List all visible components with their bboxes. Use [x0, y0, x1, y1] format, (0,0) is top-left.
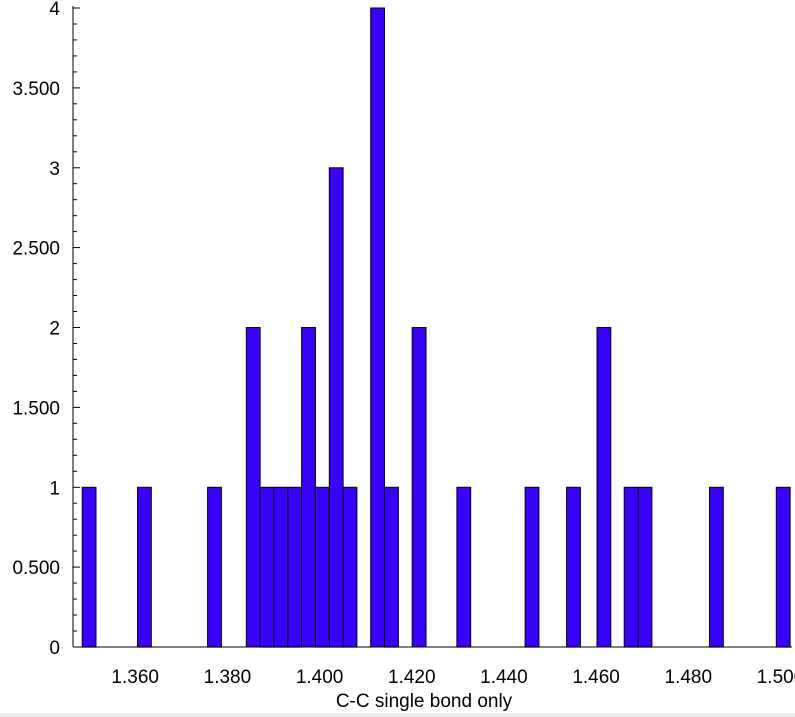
x-tick-label: 1.460 [572, 667, 620, 688]
histogram-bar-16 [524, 486, 540, 648]
y-tick-label: 0.500 [12, 558, 60, 579]
x-tick-label: 1.480 [665, 667, 713, 688]
y-tick-label: 0 [49, 638, 60, 659]
histogram-bar-2 [137, 486, 152, 648]
x-axis-title: C-C single bond only [336, 691, 513, 712]
y-tick-label: 4 [49, 0, 60, 20]
x-axis: 1.360 1.380 1.400 1.420 1.440 1.460 1.480 1.500 [73, 646, 795, 688]
histogram-bar-22 [775, 486, 791, 648]
histogram-bar-15 [456, 486, 472, 648]
histogram-bar-8 [301, 327, 316, 648]
y-tick-label: 1.500 [12, 398, 60, 419]
histogram-bar-10 [328, 167, 344, 648]
y-tick-label: 2.500 [12, 239, 60, 260]
histogram-bar-11 [342, 486, 358, 648]
histogram-bar-4 [245, 327, 261, 648]
y-tick-label: 3 [49, 159, 60, 180]
histogram-bar-7 [287, 486, 303, 648]
x-tick-label: 1.500 [757, 667, 795, 688]
x-tick-label: 1.420 [388, 667, 436, 688]
histogram-bar-21 [709, 486, 724, 648]
histogram-bar-19 [623, 486, 639, 648]
y-tick-label: 3.500 [12, 79, 60, 100]
y-tick-label: 2 [49, 319, 60, 340]
histogram-bar-3 [207, 486, 222, 648]
window-bottom-edge [0, 713, 795, 717]
x-tick-label: 1.440 [480, 667, 528, 688]
histogram-bar-9 [314, 486, 330, 648]
x-tick-label: 1.380 [204, 667, 252, 688]
histogram-bar-6 [273, 486, 289, 648]
histogram-bar-1 [81, 486, 97, 648]
x-tick-label: 1.400 [296, 667, 344, 688]
histogram-bar-18 [596, 327, 612, 648]
y-tick-label: 1 [49, 478, 60, 499]
histogram-bar-20 [637, 486, 653, 648]
histogram-bar-13 [384, 486, 399, 648]
histogram-bar-14 [411, 327, 427, 648]
histogram-bar-17 [566, 486, 581, 648]
histogram-bar-12 [370, 7, 386, 648]
y-axis: 0 0.500 1 1.500 2 2.500 3 3.500 4 [12, 0, 80, 659]
bars-group [81, 7, 791, 648]
x-tick-label: 1.360 [111, 667, 159, 688]
histogram-bar-5 [259, 486, 275, 648]
